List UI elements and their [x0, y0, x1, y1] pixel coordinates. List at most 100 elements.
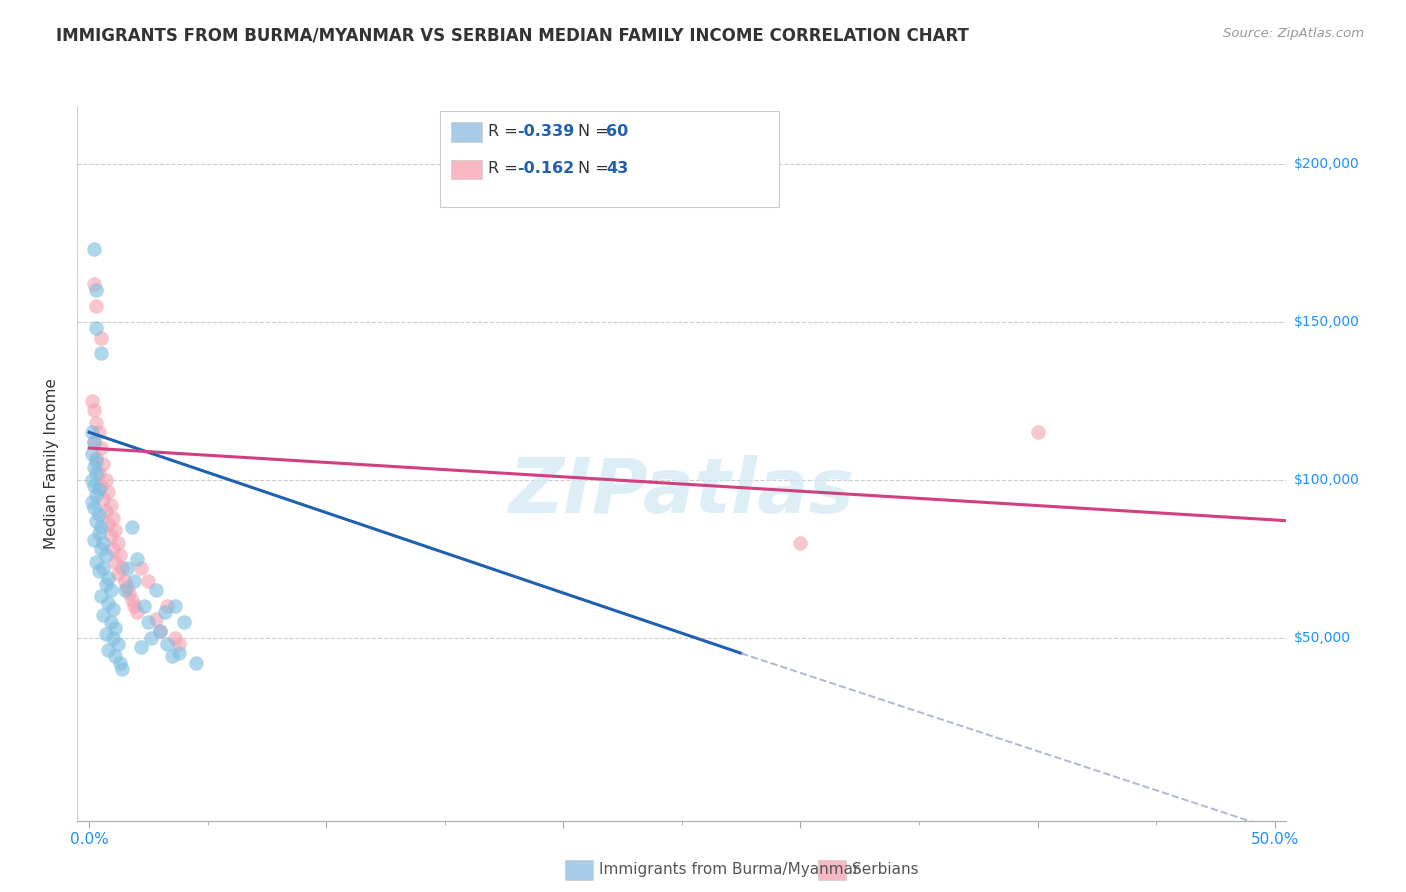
Point [156, 599, 179, 613]
Point [153, 605, 176, 619]
Point [83, 460, 105, 475]
Point [101, 542, 124, 557]
Point [125, 605, 148, 619]
Point [94, 473, 117, 487]
Point [80, 447, 103, 461]
Point [80, 393, 103, 408]
Point [93, 535, 115, 549]
Point [83, 242, 105, 256]
Point [160, 649, 183, 664]
Point [149, 624, 172, 639]
Point [139, 631, 162, 645]
Point [1026, 425, 1049, 440]
Point [107, 535, 129, 549]
Text: -0.162: -0.162 [517, 161, 575, 176]
Text: N =: N = [578, 124, 614, 138]
Point [145, 583, 167, 598]
Point [94, 549, 117, 563]
Text: -0.339: -0.339 [517, 124, 575, 138]
Point [163, 631, 186, 645]
Point [94, 577, 117, 591]
Point [84, 453, 107, 467]
Point [97, 485, 120, 500]
Text: $100,000: $100,000 [1294, 473, 1360, 487]
Point [132, 599, 155, 613]
Point [121, 520, 143, 534]
Point [83, 434, 105, 449]
Point [87, 508, 110, 522]
Point [125, 551, 148, 566]
Point [80, 425, 103, 440]
Point [90, 520, 112, 534]
Point [84, 514, 107, 528]
Point [84, 555, 107, 569]
Text: 43: 43 [606, 161, 628, 176]
Point [84, 321, 107, 335]
Point [83, 501, 105, 516]
Point [114, 583, 136, 598]
Point [108, 656, 131, 670]
Point [100, 498, 122, 512]
Point [104, 649, 127, 664]
Point [104, 621, 127, 635]
Point [111, 662, 134, 676]
Text: $50,000: $50,000 [1294, 631, 1351, 645]
Text: IMMIGRANTS FROM BURMA/MYANMAR VS SERBIAN MEDIAN FAMILY INCOME CORRELATION CHART: IMMIGRANTS FROM BURMA/MYANMAR VS SERBIAN… [56, 27, 969, 45]
Point [84, 488, 107, 502]
Point [97, 643, 120, 657]
Point [138, 574, 160, 588]
Point [83, 479, 105, 493]
Point [93, 608, 115, 623]
Point [90, 441, 112, 455]
Point [107, 567, 129, 582]
Text: N =: N = [578, 161, 614, 176]
Point [84, 299, 107, 313]
Text: R =: R = [488, 161, 527, 176]
Point [138, 615, 160, 629]
Point [122, 599, 145, 613]
Point [100, 583, 122, 598]
Point [145, 611, 167, 625]
Point [108, 549, 131, 563]
Text: Immigrants from Burma/Myanmar: Immigrants from Burma/Myanmar [599, 863, 859, 877]
Point [83, 434, 105, 449]
Point [83, 277, 105, 291]
Point [80, 494, 103, 508]
Point [87, 564, 110, 578]
Point [90, 346, 112, 360]
Point [84, 450, 107, 465]
Point [83, 403, 105, 417]
Point [93, 491, 115, 506]
Point [101, 631, 124, 645]
Point [789, 535, 811, 549]
Point [100, 615, 122, 629]
Y-axis label: Median Family Income: Median Family Income [44, 378, 59, 549]
Point [93, 561, 115, 575]
Point [90, 330, 112, 344]
Text: $150,000: $150,000 [1294, 315, 1360, 329]
Point [90, 590, 112, 604]
Text: ZIPatlas: ZIPatlas [509, 456, 855, 529]
Point [87, 467, 110, 481]
Point [101, 602, 124, 616]
Point [87, 482, 110, 496]
Point [87, 425, 110, 440]
Text: R =: R = [488, 124, 523, 138]
Text: Source: ZipAtlas.com: Source: ZipAtlas.com [1223, 27, 1364, 40]
Point [104, 555, 127, 569]
Point [84, 416, 107, 430]
Point [131, 640, 153, 654]
Point [97, 570, 120, 584]
Point [94, 504, 117, 518]
Point [131, 561, 153, 575]
Point [94, 627, 117, 641]
Point [90, 542, 112, 557]
Point [169, 646, 191, 660]
Text: $200,000: $200,000 [1294, 157, 1360, 171]
Point [149, 624, 172, 639]
Point [90, 479, 112, 493]
Point [83, 533, 105, 547]
Point [184, 656, 207, 670]
Point [84, 467, 107, 481]
Point [101, 510, 124, 524]
